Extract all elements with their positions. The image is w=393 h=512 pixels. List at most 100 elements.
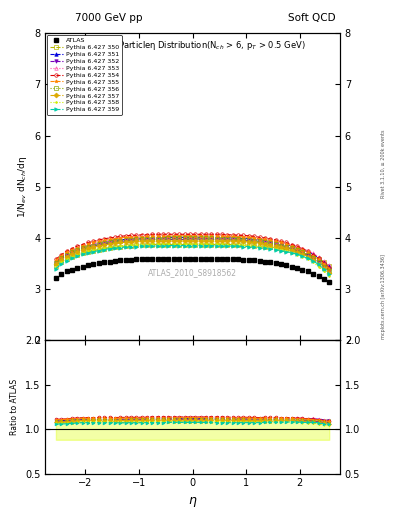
Pythia 6.427 357: [327, 270, 332, 276]
Line: Pythia 6.427 352: Pythia 6.427 352: [54, 238, 331, 272]
Pythia 6.427 352: [155, 237, 160, 243]
Pythia 6.427 351: [236, 236, 241, 242]
Pythia 6.427 357: [75, 249, 80, 255]
Pythia 6.427 358: [187, 241, 192, 247]
Pythia 6.427 358: [75, 252, 80, 258]
Pythia 6.427 354: [75, 243, 80, 249]
Pythia 6.427 352: [75, 248, 80, 254]
Pythia 6.427 353: [327, 263, 332, 269]
Pythia 6.427 357: [155, 238, 160, 244]
Pythia 6.427 357: [145, 238, 149, 244]
Pythia 6.427 359: [53, 266, 58, 272]
Y-axis label: 1/N$_{ev}$ dN$_{ch}$/dη: 1/N$_{ev}$ dN$_{ch}$/dη: [16, 156, 29, 218]
Text: Charged Particleη Distribution(N$_{ch}$ > 6, p$_T$ > 0.5 GeV): Charged Particleη Distribution(N$_{ch}$ …: [80, 39, 305, 52]
Pythia 6.427 358: [155, 241, 160, 247]
Pythia 6.427 355: [187, 233, 192, 239]
Text: 7000 GeV pp: 7000 GeV pp: [75, 13, 142, 23]
Pythia 6.427 356: [75, 247, 80, 253]
Pythia 6.427 357: [187, 238, 192, 244]
Y-axis label: Ratio to ATLAS: Ratio to ATLAS: [10, 379, 19, 435]
Pythia 6.427 355: [225, 233, 230, 240]
Pythia 6.427 352: [53, 261, 58, 267]
Pythia 6.427 355: [75, 245, 80, 251]
Pythia 6.427 359: [311, 258, 316, 264]
Pythia 6.427 356: [327, 268, 332, 274]
Pythia 6.427 358: [311, 260, 316, 266]
Pythia 6.427 351: [225, 235, 230, 241]
Pythia 6.427 354: [236, 232, 241, 239]
Pythia 6.427 356: [150, 236, 155, 242]
Pythia 6.427 358: [150, 241, 155, 247]
Pythia 6.427 350: [155, 242, 160, 248]
ATLAS: [75, 265, 80, 271]
Pythia 6.427 355: [53, 258, 58, 264]
Pythia 6.427 358: [327, 273, 332, 279]
Pythia 6.427 350: [187, 242, 192, 248]
Pythia 6.427 358: [236, 242, 241, 248]
Pythia 6.427 356: [311, 255, 316, 262]
Pythia 6.427 353: [236, 235, 241, 241]
Pythia 6.427 350: [327, 263, 332, 269]
Pythia 6.427 351: [311, 251, 316, 258]
Pythia 6.427 350: [75, 252, 80, 258]
Line: Pythia 6.427 353: Pythia 6.427 353: [54, 235, 331, 267]
Pythia 6.427 352: [150, 237, 155, 243]
Pythia 6.427 357: [225, 238, 230, 244]
Line: Pythia 6.427 351: Pythia 6.427 351: [54, 236, 331, 268]
Pythia 6.427 350: [53, 263, 58, 269]
Pythia 6.427 356: [236, 237, 241, 243]
ATLAS: [53, 275, 58, 281]
Pythia 6.427 352: [327, 268, 332, 274]
Pythia 6.427 359: [327, 271, 332, 277]
Pythia 6.427 359: [75, 253, 80, 260]
Line: Pythia 6.427 359: Pythia 6.427 359: [54, 244, 331, 275]
ATLAS: [134, 257, 139, 263]
Pythia 6.427 359: [166, 243, 171, 249]
Pythia 6.427 355: [311, 253, 316, 259]
Pythia 6.427 359: [150, 243, 155, 249]
Pythia 6.427 350: [311, 254, 316, 260]
Pythia 6.427 350: [236, 242, 241, 248]
Pythia 6.427 351: [53, 260, 58, 266]
Line: Pythia 6.427 357: Pythia 6.427 357: [54, 239, 331, 275]
ATLAS: [236, 257, 241, 263]
Pythia 6.427 355: [327, 266, 332, 272]
Pythia 6.427 354: [225, 232, 230, 238]
ATLAS: [225, 257, 230, 263]
X-axis label: η: η: [189, 494, 196, 507]
ATLAS: [187, 257, 192, 263]
Pythia 6.427 351: [150, 235, 155, 241]
Pythia 6.427 352: [236, 238, 241, 244]
Line: Pythia 6.427 356: Pythia 6.427 356: [54, 237, 331, 273]
Pythia 6.427 352: [225, 237, 230, 243]
Pythia 6.427 356: [225, 236, 230, 242]
Pythia 6.427 354: [155, 231, 160, 238]
Line: Pythia 6.427 354: Pythia 6.427 354: [54, 232, 331, 270]
Pythia 6.427 354: [187, 231, 192, 238]
Pythia 6.427 355: [171, 233, 176, 239]
ATLAS: [155, 257, 160, 263]
Pythia 6.427 355: [236, 234, 241, 240]
Line: ATLAS: ATLAS: [53, 257, 332, 285]
Pythia 6.427 359: [236, 243, 241, 249]
Line: Pythia 6.427 358: Pythia 6.427 358: [54, 242, 331, 278]
Pythia 6.427 353: [53, 259, 58, 265]
Line: Pythia 6.427 350: Pythia 6.427 350: [54, 243, 331, 268]
Pythia 6.427 354: [311, 252, 316, 258]
Pythia 6.427 353: [187, 234, 192, 240]
Text: mcplots.cern.ch [arXiv:1306.3436]: mcplots.cern.ch [arXiv:1306.3436]: [381, 254, 386, 339]
Pythia 6.427 354: [150, 231, 155, 238]
Pythia 6.427 350: [225, 242, 230, 248]
Pythia 6.427 353: [225, 234, 230, 241]
Pythia 6.427 353: [75, 246, 80, 252]
Pythia 6.427 355: [150, 233, 155, 240]
Pythia 6.427 351: [187, 234, 192, 241]
Pythia 6.427 358: [53, 264, 58, 270]
Pythia 6.427 354: [53, 257, 58, 263]
Line: Pythia 6.427 355: Pythia 6.427 355: [54, 234, 331, 270]
Pythia 6.427 350: [150, 242, 155, 248]
Pythia 6.427 357: [236, 239, 241, 245]
Pythia 6.427 356: [166, 236, 171, 242]
Pythia 6.427 353: [311, 250, 316, 257]
Pythia 6.427 357: [53, 262, 58, 268]
